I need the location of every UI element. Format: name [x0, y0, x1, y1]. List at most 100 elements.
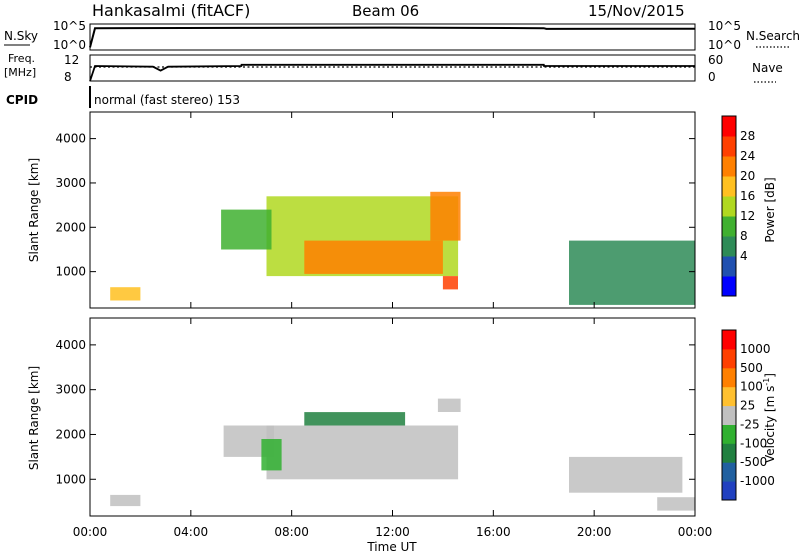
- x-tick-label-3: 12:00: [375, 525, 410, 539]
- velocity-colorbar-tick-7: -1000: [740, 474, 775, 488]
- x-tick-labels: 00:00 04:00 08:00 12:00 16:00 20:00 00:00: [73, 525, 713, 539]
- velocity-region-1: [304, 412, 406, 426]
- x-tick-label-6: 00:00: [678, 525, 713, 539]
- velocity-region-4: [437, 398, 461, 412]
- x-axis-label: Time UT: [366, 540, 417, 554]
- power-colorbar-tick-0: 28: [740, 129, 755, 143]
- velocity-label-sup: -1: [762, 378, 771, 386]
- nave-label: Nave: [752, 61, 783, 75]
- x-tick-label-2: 08:00: [274, 525, 309, 539]
- y-tick-label-0: 4000: [55, 132, 86, 146]
- y-tick-label-1: 3000: [55, 383, 86, 397]
- power-colorbar-cell-3: [722, 216, 736, 237]
- y-tick-label-1: 3000: [55, 176, 86, 190]
- velocity-colorbar-tick-1: 500: [740, 361, 763, 375]
- velocity-colorbar-cell-6: [722, 367, 736, 388]
- power-region-1: [304, 240, 443, 274]
- velocity-heatmap: [110, 398, 695, 511]
- velocity-colorbar-tick-0: 1000: [740, 342, 771, 356]
- velocity-colorbar-cell-7: [722, 348, 736, 369]
- freq-panel: [89, 54, 696, 82]
- power-colorbar-cell-5: [722, 176, 736, 197]
- power-colorbar-cell-2: [722, 236, 736, 257]
- y-tick-label-0: 4000: [55, 338, 86, 352]
- x-tick-label-4: 16:00: [476, 525, 511, 539]
- velocity-label-main: Velocity [m s: [763, 386, 777, 463]
- nsky-label: N.Sky: [4, 29, 38, 43]
- velocity-colorbar-cell-4: [722, 405, 736, 425]
- x-tick-label-1: 04:00: [174, 525, 209, 539]
- velocity-region-6: [657, 497, 695, 511]
- nsearch-tick-bottom: 10^0: [708, 38, 741, 52]
- cpid-value: normal (fast stereo) 153: [94, 93, 240, 107]
- velocity-colorbar-tick-3: 25: [740, 399, 755, 413]
- velocity-colorbar-cell-1: [722, 462, 736, 482]
- velocity-colorbar: 1000 500 100 25 -25 -100 -500 -1000: [721, 329, 775, 501]
- velocity-colorbar-tick-4: -25: [740, 417, 760, 431]
- power-colorbar-tick-6: 4: [740, 249, 748, 263]
- power-region-3: [430, 191, 461, 241]
- power-colorbar-tick-3: 16: [740, 189, 755, 203]
- freq-tick-bottom: 8: [64, 70, 72, 84]
- y-tick-label-3: 1000: [55, 265, 86, 279]
- power-region-6: [442, 276, 458, 290]
- nsky-tick-bottom: 10^0: [53, 38, 86, 52]
- power-colorbar-tick-2: 20: [740, 169, 755, 183]
- power-colorbar-label: Power [dB]: [763, 177, 777, 242]
- power-axes: 4000 3000 2000 1000: [55, 112, 696, 308]
- y-tick-label-3: 1000: [55, 472, 86, 486]
- velocity-colorbar-cell-8: [722, 330, 736, 350]
- power-colorbar-cell-1: [722, 256, 736, 277]
- nsearch-tick-top: 10^5: [708, 19, 741, 33]
- freq-label: Freq.: [8, 52, 35, 65]
- velocity-region-3: [261, 439, 282, 471]
- power-colorbar-cell-0: [722, 276, 736, 297]
- x-tick-label-5: 20:00: [577, 525, 612, 539]
- cpid-label: CPID: [6, 93, 38, 107]
- station-title: Hankasalmi (fitACF): [92, 1, 250, 20]
- power-colorbar-tick-4: 12: [740, 209, 755, 223]
- power-colorbar-cell-6: [722, 156, 736, 177]
- velocity-colorbar-cell-3: [722, 424, 736, 444]
- nave-tick-bottom: 0: [708, 70, 716, 84]
- nsky-panel: [89, 23, 696, 51]
- power-colorbar-cell-7: [722, 136, 736, 157]
- y-tick-label-2: 2000: [55, 220, 86, 234]
- nsky-tick-top: 10^5: [53, 19, 86, 33]
- velocity-region-7: [110, 494, 141, 507]
- freq-series-line: [89, 63, 695, 82]
- velocity-colorbar-cell-5: [722, 386, 736, 407]
- power-region-2: [221, 209, 272, 250]
- beam-title: Beam 06: [352, 2, 419, 20]
- velocity-axes: 4000 3000 2000 1000: [55, 318, 696, 516]
- freq-tick-top: 12: [64, 53, 79, 67]
- power-colorbar-cell-4: [722, 196, 736, 217]
- nsearch-label: N.Search: [746, 29, 800, 43]
- velocity-ylabel: Slant Range [km]: [27, 366, 41, 470]
- velocity-region-0: [266, 425, 459, 480]
- y-tick-label-2: 2000: [55, 427, 86, 441]
- velocity-colorbar-cell-0: [722, 481, 736, 501]
- velocity-region-5: [569, 456, 683, 493]
- power-colorbar-frame: [721, 115, 737, 297]
- velocity-colorbar-label: Velocity [m s-1]: [762, 373, 777, 463]
- date-title: 15/Nov/2015: [588, 2, 685, 20]
- power-colorbar: 28 24 20 16 12 8 4: [721, 115, 755, 297]
- power-ylabel: Slant Range [km]: [27, 158, 41, 262]
- power-region-4: [569, 240, 695, 305]
- velocity-colorbar-tick-5: -100: [740, 436, 767, 450]
- freq-unit: [MHz]: [4, 66, 36, 79]
- power-colorbar-cell-8: [722, 116, 736, 137]
- power-colorbar-tick-5: 8: [740, 229, 748, 243]
- velocity-colorbar-tick-6: -500: [740, 455, 767, 469]
- velocity-colorbar-frame: [721, 329, 737, 501]
- nsky-series-line: [89, 26, 696, 48]
- velocity-colorbar-cell-2: [722, 443, 736, 463]
- x-tick-label-0: 00:00: [73, 525, 108, 539]
- velocity-colorbar-tick-2: 100: [740, 380, 763, 394]
- power-colorbar-tick-1: 24: [740, 149, 755, 163]
- power-heatmap: [110, 191, 695, 305]
- nave-tick-top: 60: [708, 53, 723, 67]
- velocity-label-end: ]: [763, 373, 777, 378]
